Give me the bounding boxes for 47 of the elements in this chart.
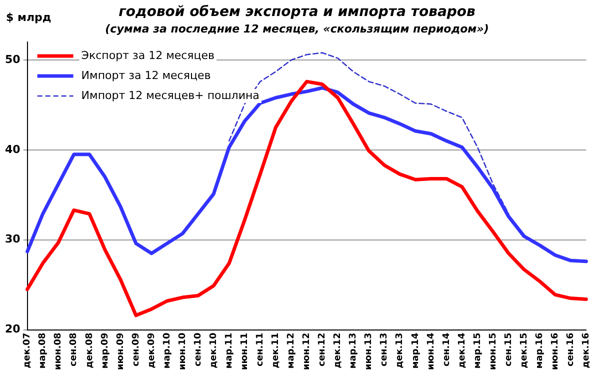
x-tick-label: дек.07 <box>22 332 33 368</box>
legend-label: Импорт за 12 месяцев <box>81 68 211 82</box>
x-tick-label: сен.09 <box>131 332 142 366</box>
x-tick-label: июн.15 <box>488 332 498 370</box>
x-tick-label: сен.16 <box>566 332 576 366</box>
y-axis-title: $ млрд <box>6 10 52 24</box>
x-tick-label: дек.08 <box>84 332 95 368</box>
x-tick-label: дек.13 <box>395 332 406 368</box>
x-tick-label: июн.11 <box>240 332 250 370</box>
x-tick-label: мар.12 <box>286 332 297 369</box>
y-tick-label: 40 <box>4 142 21 156</box>
x-tick-label: дек.16 <box>582 332 592 368</box>
x-tick-label: дек.09 <box>146 332 157 368</box>
x-tick-label: июн.13 <box>364 332 374 370</box>
legend-label: Импорт 12 месяцев+ пошлина <box>81 88 260 102</box>
x-tick-label: сен.12 <box>318 332 328 366</box>
x-tick-label: сен.11 <box>256 332 266 366</box>
x-tick-label: сен.10 <box>193 332 204 366</box>
x-tick-label: мар.10 <box>162 332 172 369</box>
x-tick-label: июн.12 <box>302 332 312 370</box>
x-tick-label: июн.10 <box>178 332 188 370</box>
x-tick-label: сен.08 <box>69 332 80 366</box>
x-tick-label: мар.08 <box>38 332 48 369</box>
x-tick-label: сен.13 <box>380 332 390 366</box>
x-tick-label: мар.14 <box>410 332 421 369</box>
y-tick-label: 30 <box>4 232 21 246</box>
y-tick-label: 50 <box>4 52 21 66</box>
chart-subtitle: (сумма за последние 12 месяцев, «скользящим периодом») <box>105 22 489 36</box>
x-tick-label: дек.10 <box>208 332 219 368</box>
x-tick-label: мар.11 <box>224 332 234 369</box>
y-tick-label: 20 <box>4 322 21 336</box>
x-tick-label: мар.15 <box>472 332 483 369</box>
x-tick-label: мар.16 <box>534 332 545 369</box>
x-tick-label: дек.15 <box>519 332 530 368</box>
chart-title: годовой объем экспорта и импорта товаров <box>118 4 476 20</box>
x-tick-label: июн.16 <box>550 332 560 370</box>
x-tick-label: мар.13 <box>348 332 359 369</box>
x-tick-label: сен.15 <box>504 332 514 366</box>
x-tick-label: сен.14 <box>442 332 452 366</box>
x-tick-label: мар.09 <box>100 332 110 369</box>
x-tick-label: дек.11 <box>271 332 282 368</box>
x-tick-label: июн.14 <box>426 332 436 370</box>
x-tick-label: июн.08 <box>54 332 64 370</box>
x-tick-label: июн.09 <box>116 332 126 370</box>
legend-label: Экспорт за 12 месяцев <box>81 48 215 62</box>
x-tick-label: дек.12 <box>333 332 344 368</box>
x-tick-label: дек.14 <box>457 332 468 368</box>
